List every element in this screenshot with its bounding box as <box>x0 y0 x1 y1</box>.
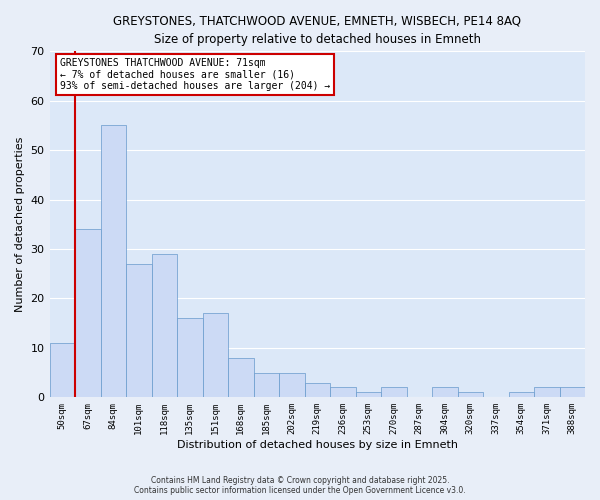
X-axis label: Distribution of detached houses by size in Emneth: Distribution of detached houses by size … <box>177 440 458 450</box>
Bar <box>356 392 381 398</box>
Bar <box>330 388 356 398</box>
Bar <box>560 388 585 398</box>
Bar <box>203 314 228 398</box>
Text: GREYSTONES THATCHWOOD AVENUE: 71sqm
← 7% of detached houses are smaller (16)
93%: GREYSTONES THATCHWOOD AVENUE: 71sqm ← 7%… <box>60 58 331 92</box>
Bar <box>75 230 101 398</box>
Text: Contains HM Land Registry data © Crown copyright and database right 2025.
Contai: Contains HM Land Registry data © Crown c… <box>134 476 466 495</box>
Y-axis label: Number of detached properties: Number of detached properties <box>15 136 25 312</box>
Bar <box>381 388 407 398</box>
Bar <box>101 126 126 398</box>
Title: GREYSTONES, THATCHWOOD AVENUE, EMNETH, WISBECH, PE14 8AQ
Size of property relati: GREYSTONES, THATCHWOOD AVENUE, EMNETH, W… <box>113 15 521 46</box>
Bar <box>50 343 75 398</box>
Bar <box>305 382 330 398</box>
Bar <box>279 372 305 398</box>
Bar <box>126 264 152 398</box>
Bar <box>254 372 279 398</box>
Bar <box>534 388 560 398</box>
Bar <box>152 254 177 398</box>
Bar <box>432 388 458 398</box>
Bar <box>509 392 534 398</box>
Bar <box>177 318 203 398</box>
Bar <box>458 392 483 398</box>
Bar <box>228 358 254 398</box>
